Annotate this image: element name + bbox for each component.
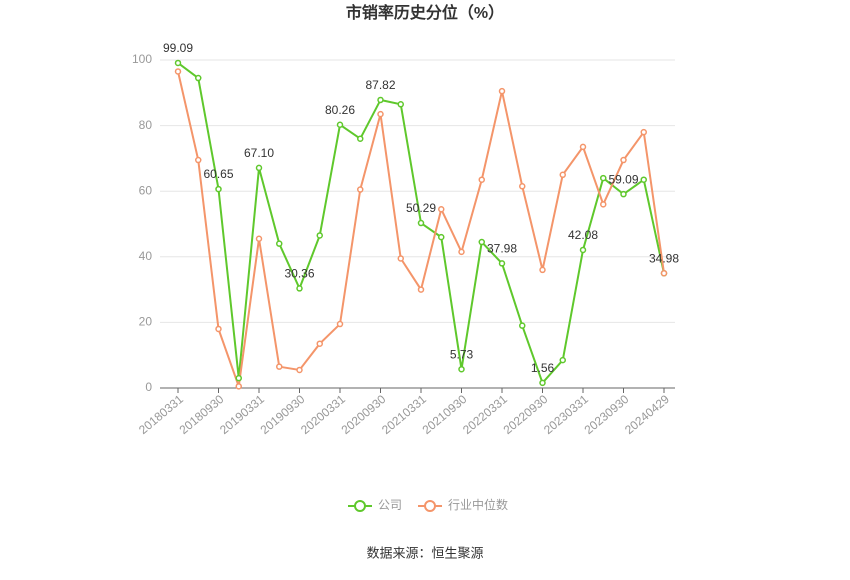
point (235, 374, 242, 382)
point (276, 240, 283, 247)
point (316, 232, 323, 239)
point (519, 322, 526, 329)
point (559, 356, 566, 364)
point (579, 143, 587, 151)
point (660, 269, 668, 277)
point (438, 233, 445, 241)
point (195, 74, 202, 82)
legend-marker (424, 500, 437, 512)
data-label: 34.98 (649, 251, 679, 265)
point (296, 366, 303, 374)
legend-label: 公司 (378, 498, 402, 512)
y-tick-label: 20 (139, 315, 153, 329)
point (539, 379, 546, 387)
data-label: 87.82 (365, 78, 395, 92)
point (296, 285, 303, 292)
point (559, 171, 566, 179)
data-label: 1.56 (531, 361, 555, 375)
point (620, 156, 627, 164)
point (397, 255, 404, 262)
data-label: 67.10 (244, 146, 274, 160)
point (640, 176, 647, 183)
data-label: 37.98 (487, 242, 517, 256)
point (458, 365, 465, 373)
point (377, 110, 384, 118)
point (357, 186, 364, 193)
point (498, 260, 506, 267)
point (417, 219, 425, 227)
y-tick-label: 60 (139, 183, 153, 197)
point (458, 248, 465, 256)
point (276, 363, 283, 370)
data-label: 60.65 (203, 167, 233, 181)
y-tick-label: 100 (132, 52, 152, 66)
data-label: 5.73 (450, 347, 474, 361)
data-label: 80.26 (325, 103, 355, 117)
point (600, 174, 607, 182)
point (174, 59, 182, 67)
point (174, 68, 182, 75)
y-tick-label: 40 (139, 249, 153, 263)
point (620, 190, 627, 198)
point (377, 96, 384, 104)
point (438, 205, 445, 213)
data-label: 99.09 (163, 41, 193, 55)
point (316, 340, 323, 347)
data-label: 42.08 (568, 228, 598, 242)
legend-label: 行业中位数 (448, 497, 508, 512)
y-tick-label: 80 (139, 118, 153, 132)
point (357, 135, 364, 142)
point (235, 383, 242, 390)
point (478, 176, 485, 183)
point (397, 101, 404, 108)
point (255, 235, 263, 243)
point (336, 121, 344, 128)
point (255, 164, 263, 172)
point (417, 286, 425, 293)
point (640, 128, 647, 136)
data-label: 50.29 (406, 201, 436, 215)
y-tick-label: 0 (145, 380, 152, 394)
x-tick-label: 20240429 (622, 392, 672, 437)
point (539, 266, 546, 274)
point (215, 185, 222, 193)
data-label: 30.36 (284, 267, 314, 281)
point (519, 183, 526, 190)
point (579, 246, 587, 254)
point (215, 325, 222, 333)
data-label: 59.09 (608, 172, 638, 186)
point (498, 87, 506, 95)
point (336, 320, 344, 328)
point (478, 238, 485, 246)
point (195, 156, 202, 164)
source-note: 数据来源：恒生聚源 (366, 545, 483, 560)
chart-title: 市销率历史分位（%） (346, 3, 504, 22)
point (600, 201, 607, 208)
legend-marker (354, 500, 366, 512)
